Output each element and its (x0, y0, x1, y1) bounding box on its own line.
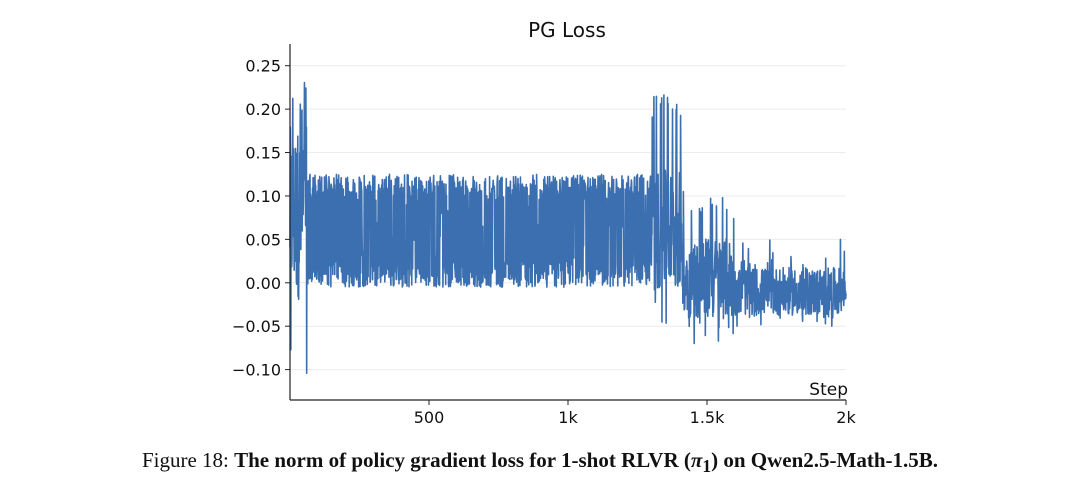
caption-bold-text-end: ) on Qwen2.5-Math-1.5B. (711, 448, 939, 472)
x-tick-label: 1k (558, 408, 578, 427)
y-tick-label: −0.10 (232, 361, 281, 380)
y-tick-label: 0.25 (245, 57, 281, 76)
x-tick-label: 1.5k (690, 408, 725, 427)
caption-bold-text: The norm of policy gradient loss for 1-s… (234, 448, 691, 472)
series-line (289, 81, 847, 375)
y-tick-label: 0.05 (245, 230, 281, 249)
x-tick-label: 2k (836, 408, 856, 427)
y-tick-label: 0.10 (245, 187, 281, 206)
y-tick-label: 0.00 (245, 274, 281, 293)
figure-caption: Figure 18: The norm of policy gradient l… (0, 448, 1080, 477)
caption-pi-subscript: 1 (702, 456, 712, 477)
x-axis-label: Step (809, 380, 848, 400)
y-tick-label: 0.20 (245, 100, 281, 119)
chart: 0.25 0.20 0.15 0.10 0.05 0.00 −0.05 −0.10 500 1k… (232, 18, 856, 427)
series-line-group (289, 81, 847, 375)
x-ticks: 500 1k 1.5k 2k (414, 400, 856, 427)
y-ticks: 0.25 0.20 0.15 0.10 0.05 0.00 −0.05 −0.10 (232, 57, 290, 380)
chart-title: PG Loss (528, 18, 606, 42)
caption-prefix: Figure 18: (141, 448, 235, 472)
y-tick-label: −0.05 (232, 317, 281, 336)
y-tick-label: 0.15 (245, 144, 281, 163)
x-tick-label: 500 (414, 408, 445, 427)
caption-pi-symbol: π (690, 448, 703, 472)
